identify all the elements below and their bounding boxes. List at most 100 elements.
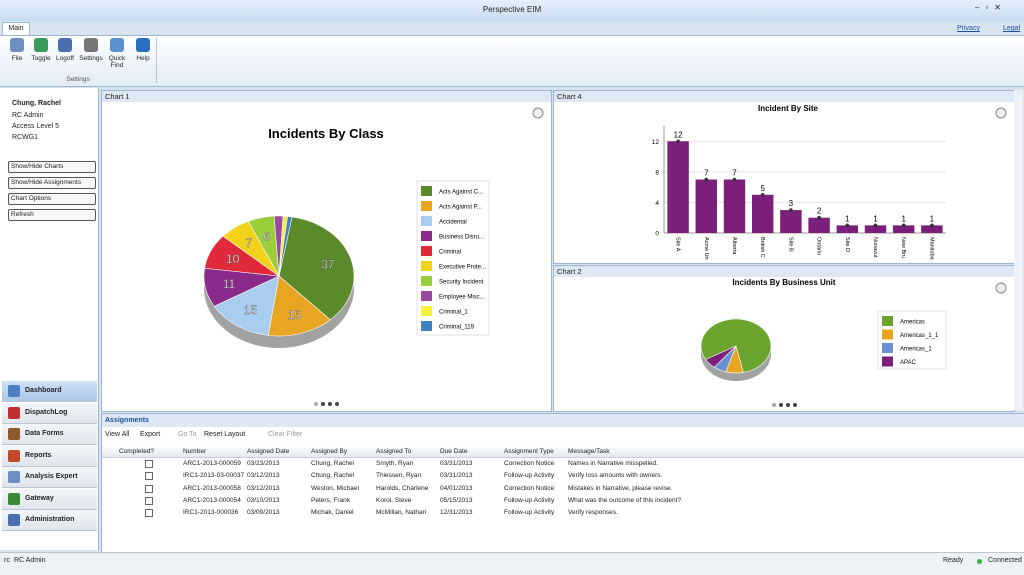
label: Quick Find: [108, 55, 126, 69]
panel-title: Chart 4: [554, 91, 1014, 102]
y-tick-label: 12: [652, 139, 660, 146]
ribbon-button[interactable]: Toggle: [28, 38, 54, 62]
checkbox[interactable]: [145, 460, 153, 468]
tab[interactable]: Main: [2, 22, 30, 35]
nav-item[interactable]: Reports: [2, 445, 97, 467]
table-cell: Correction Notice: [504, 460, 555, 467]
data-label: 5: [760, 184, 765, 193]
table-cell: IRC1-2013-03-00037: [183, 472, 245, 480]
bar: [695, 179, 718, 233]
chart-settings[interactable]: [532, 107, 544, 119]
nav-item[interactable]: Data Forms: [2, 424, 97, 445]
toolbar-button[interactable]: Go To: [178, 431, 197, 438]
nav-label: Dashboard: [25, 387, 62, 394]
scrollbar[interactable]: [1014, 90, 1023, 410]
column-header: Message/Task: [568, 448, 610, 455]
toolbar-button[interactable]: Clear Filter: [268, 431, 303, 438]
ribbon-button[interactable]: Quick Find: [104, 38, 130, 69]
data-label: 1: [845, 214, 850, 223]
legend-swatch: [882, 329, 893, 340]
legend-label: Acts Against P...: [439, 205, 482, 211]
panel-title: Chart 2: [554, 266, 1014, 277]
nav-item[interactable]: Administration: [2, 510, 97, 531]
table-cell: 03/31/2013: [440, 472, 473, 480]
toolbar-button[interactable]: View All: [105, 431, 130, 438]
legend-label: Employee Misc...: [439, 295, 485, 301]
chart-title: Incidents By Business Unit: [732, 278, 835, 287]
bar-marker: [817, 215, 821, 220]
icon: [84, 38, 98, 52]
table-cell: 03/31/2013: [440, 460, 473, 467]
window-title: Perspective EIM: [482, 5, 542, 14]
icon: [34, 38, 48, 52]
pager-dot[interactable]: [314, 402, 318, 406]
nav-label: Data Forms: [25, 430, 64, 437]
table-header: [102, 447, 1024, 458]
column-header: Completed?: [119, 448, 155, 455]
pager-dot[interactable]: [328, 402, 332, 406]
bar: [836, 225, 859, 233]
ribbon-button[interactable]: File: [4, 38, 30, 62]
nav-item[interactable]: Dashboard: [2, 381, 97, 402]
pager-dot[interactable]: [335, 402, 339, 406]
nav-item[interactable]: DispatchLog: [2, 402, 97, 424]
checkbox[interactable]: [145, 484, 153, 493]
nav-item[interactable]: Analysis Expert: [2, 467, 97, 488]
bar-marker: [789, 208, 793, 212]
side-button[interactable]: Show/Hide Charts: [8, 161, 96, 173]
legend-label: Business Disru...: [439, 235, 484, 241]
legend-swatch: [421, 306, 432, 316]
window-controls[interactable]: –▫✕: [975, 3, 1007, 12]
x-tick-label: Site B: [787, 237, 793, 252]
pager-dot[interactable]: [786, 403, 790, 407]
link[interactable]: Legal: [1003, 25, 1021, 32]
bar-marker: [676, 139, 680, 144]
table-cell: 05/15/2013: [440, 496, 473, 504]
status-indicator: [977, 559, 982, 564]
bar-marker: [873, 223, 878, 228]
toolbar-button[interactable]: Reset Layout: [204, 431, 246, 438]
ribbon-button[interactable]: Logoff: [52, 38, 78, 62]
chart-settings[interactable]: [995, 107, 1007, 119]
pie-slice: [278, 216, 355, 321]
pager-dot[interactable]: [321, 402, 325, 406]
sidebar: Chung, Rachel RC Admin Access Level 5 RC…: [0, 88, 99, 550]
pager-dot[interactable]: [779, 403, 783, 407]
bar: [780, 210, 802, 233]
bar-marker: [704, 177, 709, 182]
legend-swatch: [882, 343, 893, 353]
side-button[interactable]: Refresh: [8, 209, 96, 221]
ribbon-button[interactable]: Settings: [78, 38, 104, 62]
chart-title: Incidents By Class: [268, 126, 384, 141]
link[interactable]: Privacy: [957, 25, 980, 32]
checkbox[interactable]: [145, 472, 153, 481]
icon: [8, 492, 20, 505]
ribbon-button[interactable]: Help: [130, 38, 156, 62]
bar-marker: [901, 223, 906, 228]
bar: [751, 194, 774, 233]
icon: [110, 38, 124, 52]
chart-settings[interactable]: [995, 282, 1007, 294]
checkbox[interactable]: [145, 496, 153, 505]
icon: [8, 406, 20, 419]
column-header: Number: [183, 448, 207, 455]
table-cell: Chung, Rachel: [311, 472, 354, 480]
column-header: Assigned By: [311, 448, 348, 455]
data-label: 2: [817, 207, 822, 216]
side-button[interactable]: Show/Hide Assignments: [8, 177, 96, 189]
legend-swatch: [421, 291, 432, 301]
checkbox[interactable]: [145, 509, 153, 518]
data-label: 7: [704, 169, 709, 178]
pager-dot[interactable]: [793, 403, 797, 407]
table-cell: ARC1-2013-000054: [183, 496, 241, 504]
side-button[interactable]: Chart Options: [8, 193, 96, 205]
bar: [667, 141, 689, 233]
toolbar-button[interactable]: Export: [140, 431, 161, 438]
nav-item[interactable]: Gateway: [2, 488, 97, 510]
icon: [8, 449, 20, 462]
chart: Incidents By Class 37 15 15 11 10 7 6 Acts Again…: [203, 107, 544, 406]
y-tick-label: 8: [655, 169, 659, 176]
pager-dot[interactable]: [772, 403, 776, 407]
bar-marker: [760, 192, 765, 197]
